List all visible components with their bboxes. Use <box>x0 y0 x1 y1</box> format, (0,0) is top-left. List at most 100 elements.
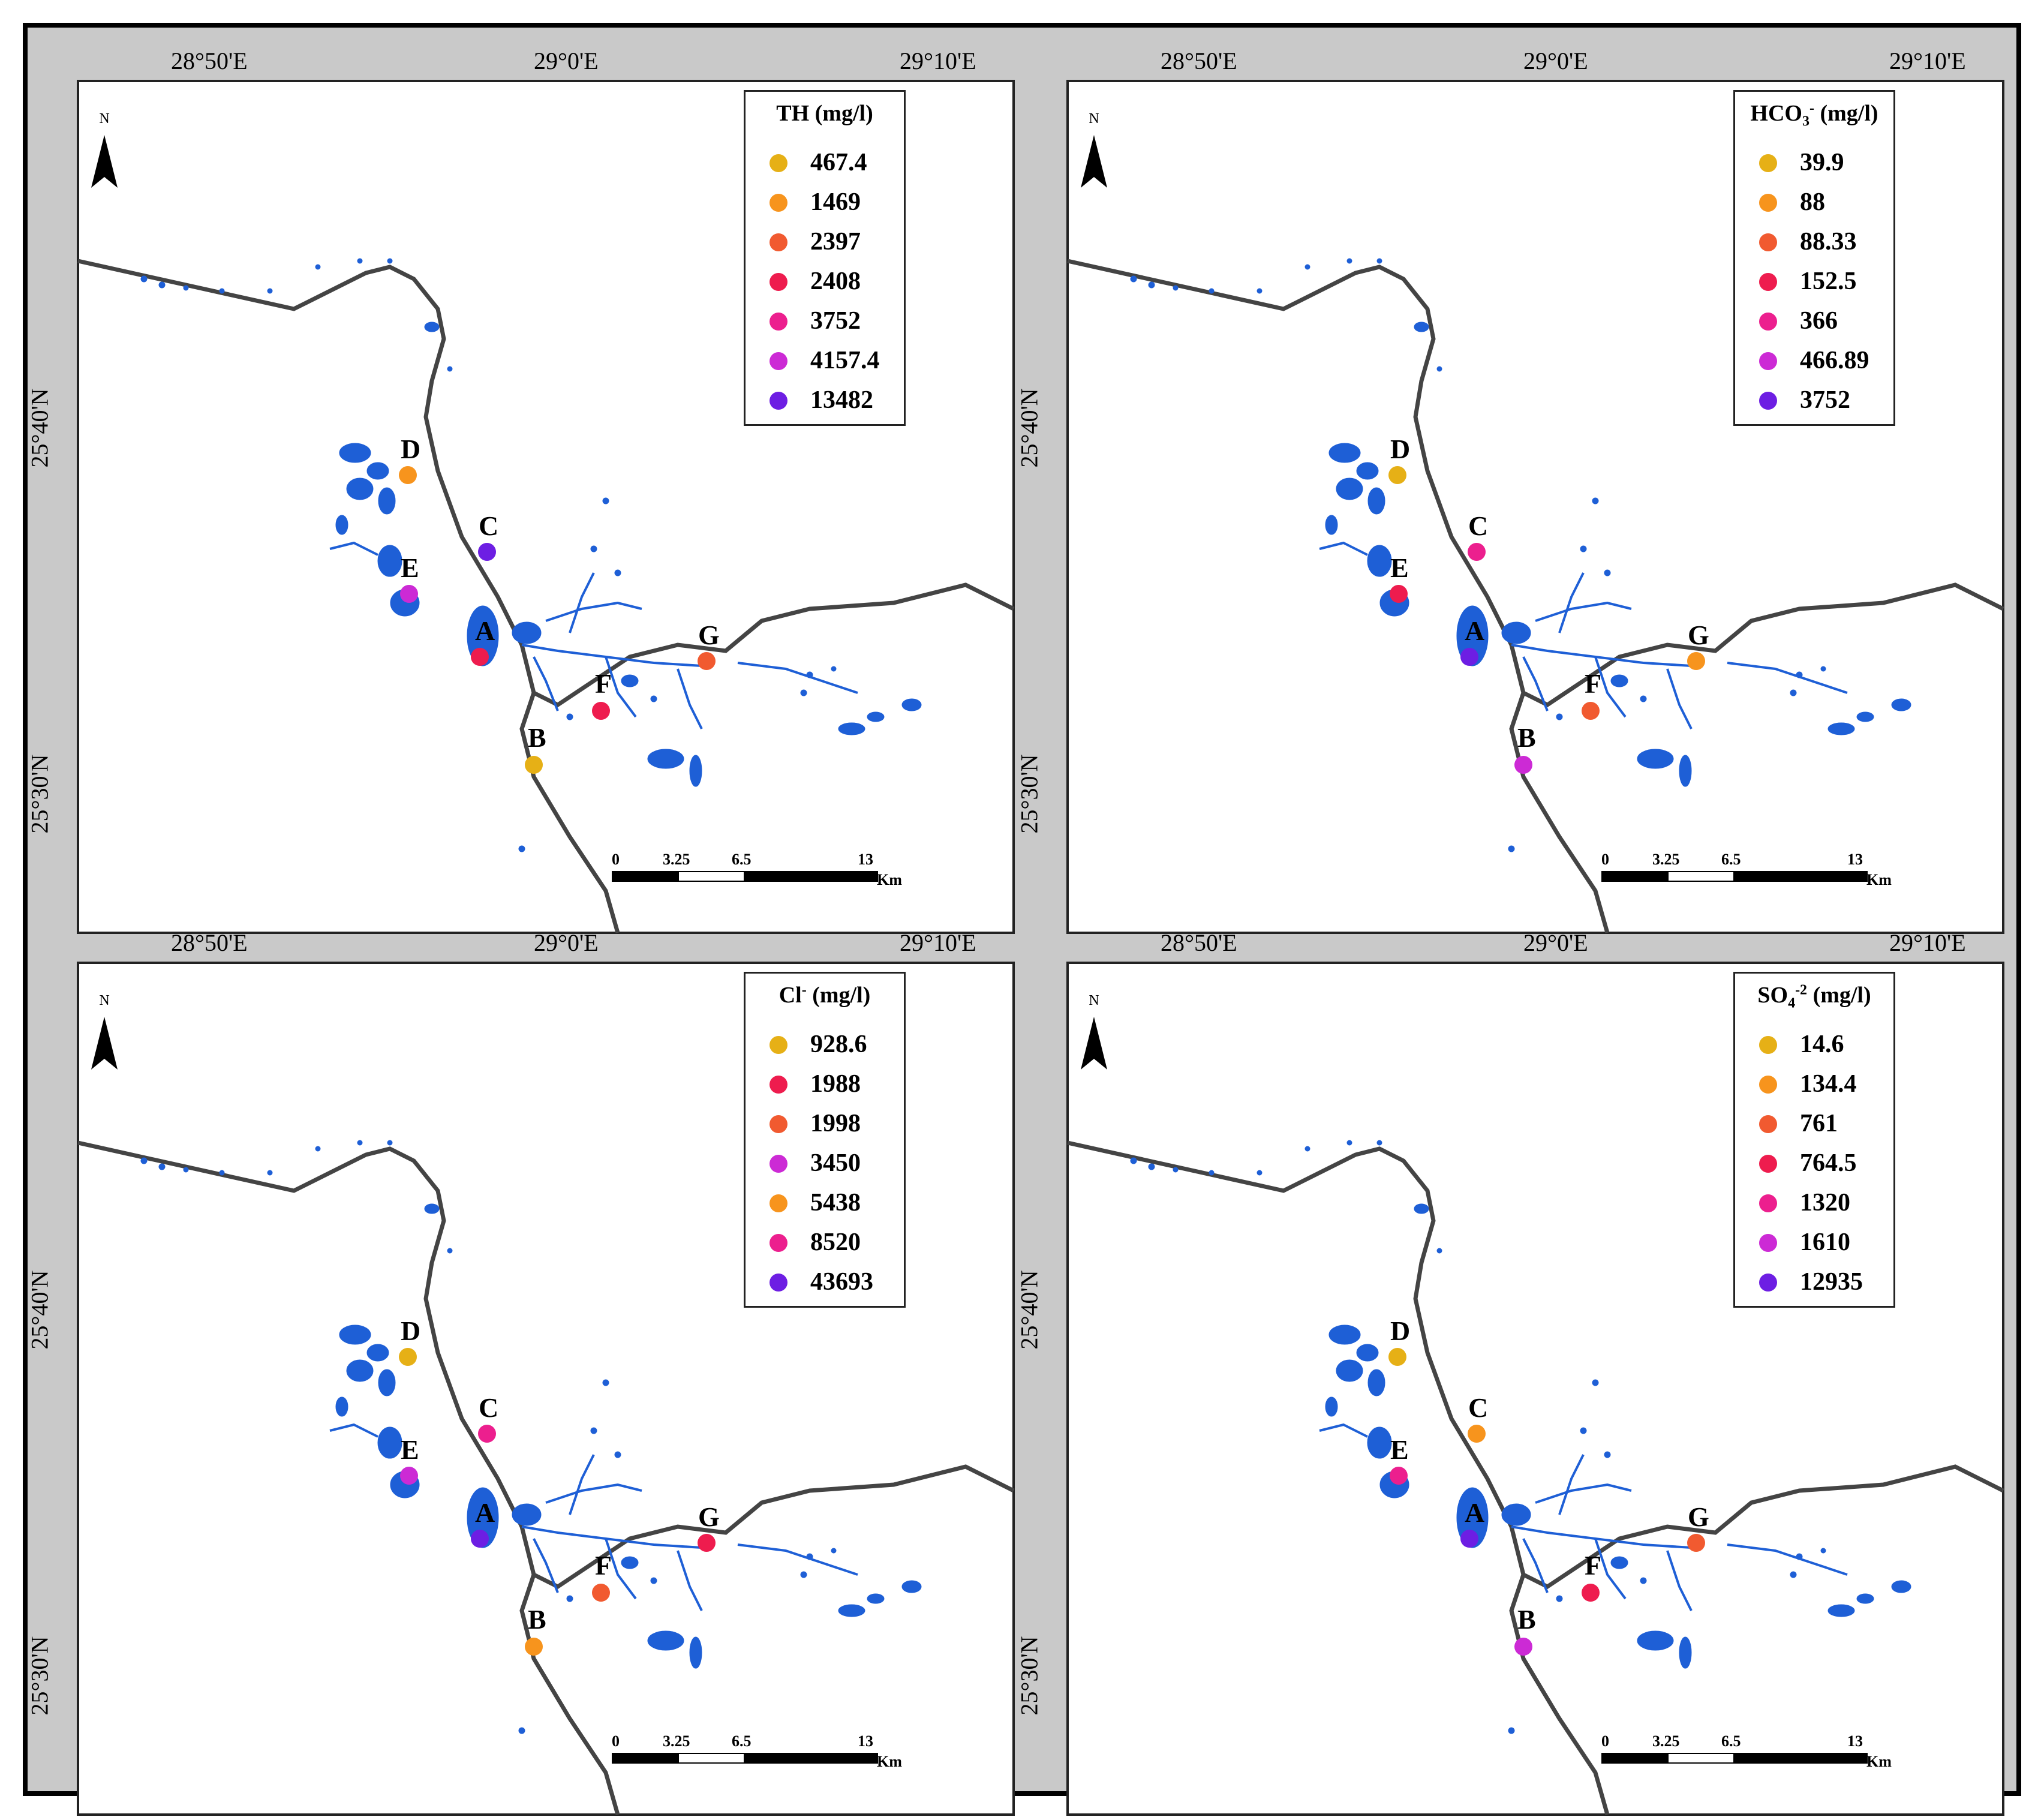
site-marker-G[interactable] <box>698 652 716 670</box>
legend-item: 467.4 <box>769 146 901 179</box>
site-label-A: A <box>475 615 495 646</box>
legend-item: 1988 <box>769 1067 901 1101</box>
legend-item: 4157.4 <box>769 344 901 377</box>
scale-unit: Km <box>1866 871 1892 888</box>
site-marker-A[interactable] <box>471 648 489 666</box>
legend-value: 152.5 <box>1800 268 1857 295</box>
legend-swatch-icon <box>1759 1274 1777 1292</box>
streams <box>329 1423 858 1611</box>
legend-value: 764.5 <box>1800 1149 1857 1177</box>
site-marker-B[interactable] <box>1514 1638 1532 1656</box>
legend-swatch-icon <box>1759 352 1777 370</box>
legend-title: SO4-2 (mg/l) <box>1757 982 1871 1011</box>
scale-tick-2: 6.5 <box>1721 1732 1741 1750</box>
legend-swatch-icon <box>769 194 787 212</box>
site-marker-C[interactable] <box>1468 543 1486 561</box>
site-marker-F[interactable] <box>1582 702 1600 720</box>
site-label-C: C <box>479 1392 499 1423</box>
legend-item: 5438 <box>769 1186 901 1220</box>
site-marker-C[interactable] <box>478 543 496 561</box>
site-label-E: E <box>1390 1434 1409 1465</box>
water-bodies <box>1130 258 1911 852</box>
site-marker-E[interactable] <box>400 1467 418 1485</box>
legend-swatch-icon <box>769 352 787 370</box>
legend-title: TH (mg/l) <box>776 101 873 126</box>
legend-value: 1469 <box>810 188 861 216</box>
legend-value: 1998 <box>810 1110 861 1137</box>
site-label-G: G <box>1688 1501 1709 1532</box>
site-label-B: B <box>528 1604 546 1635</box>
site-marker-D[interactable] <box>399 1348 417 1366</box>
scale-tick-0: 0 <box>1601 1732 1609 1750</box>
legend-value: 43693 <box>810 1268 873 1296</box>
site-marker-B[interactable] <box>1514 756 1532 774</box>
site-marker-G[interactable] <box>1687 1534 1705 1552</box>
legend-item: 8520 <box>769 1226 901 1259</box>
legend-swatch-icon <box>1759 1076 1777 1094</box>
scale-tick-0: 0 <box>612 1732 620 1750</box>
site-marker-F[interactable] <box>1582 1584 1600 1602</box>
site-marker-D[interactable] <box>399 466 417 484</box>
north-label: N <box>99 993 109 1008</box>
legend-value: 466.89 <box>1800 347 1869 374</box>
legend-item: 88.33 <box>1759 225 1891 259</box>
legend-swatch-icon <box>769 1076 787 1094</box>
lat-label-2: 25°30'N <box>1015 754 1043 834</box>
site-marker-A[interactable] <box>1460 1530 1478 1548</box>
site-marker-A[interactable] <box>471 1530 489 1548</box>
site-marker-E[interactable] <box>400 585 418 603</box>
site-marker-F[interactable] <box>592 702 610 720</box>
legend-swatch-icon <box>769 1234 787 1252</box>
legend-swatch-icon <box>769 233 787 251</box>
legend-swatch-icon <box>1759 233 1777 251</box>
legend-value: 928.6 <box>810 1031 867 1058</box>
scale-tick-1: 3.25 <box>663 1732 690 1750</box>
map-panel-4: 28°50'E 29°0'E 29°10'E 25°40'N 25°30'N <box>1008 912 2027 1816</box>
north-arrow-icon <box>1081 1017 1107 1070</box>
site-marker-E[interactable] <box>1390 585 1408 603</box>
site-label-E: E <box>1390 552 1409 583</box>
legend-swatch-icon <box>769 313 787 331</box>
lon-label-1: 28°50'E <box>171 929 248 956</box>
legend-value: 14.6 <box>1800 1031 1844 1058</box>
legend-item: 3450 <box>769 1146 901 1180</box>
site-label-G: G <box>698 1501 720 1532</box>
site-label-C: C <box>1468 1392 1489 1423</box>
site-label-A: A <box>1465 1497 1485 1528</box>
site-label-A: A <box>475 1497 495 1528</box>
north-label: N <box>1089 993 1099 1008</box>
lon-label-3: 29°10'E <box>1889 47 1966 74</box>
site-marker-G[interactable] <box>1687 652 1705 670</box>
site-marker-E[interactable] <box>1390 1467 1408 1485</box>
north-arrow-icon <box>91 1017 118 1070</box>
road-line <box>1067 1140 2004 1590</box>
legend-value: 366 <box>1800 307 1838 335</box>
site-marker-D[interactable] <box>1388 1348 1406 1366</box>
north-label: N <box>99 111 109 127</box>
scale-tick-3: 13 <box>858 1732 873 1750</box>
water-bodies <box>140 1140 922 1734</box>
site-label-B: B <box>1517 722 1536 753</box>
site-marker-F[interactable] <box>592 1584 610 1602</box>
legend-swatch-icon <box>1759 194 1777 212</box>
legend-swatch-icon <box>1759 273 1777 291</box>
legend-swatch-icon <box>769 273 787 291</box>
site-marker-D[interactable] <box>1388 466 1406 484</box>
site-marker-B[interactable] <box>525 1638 543 1656</box>
legend-item: 2397 <box>769 225 901 259</box>
road-line <box>77 259 1015 708</box>
site-marker-C[interactable] <box>478 1425 496 1443</box>
site-label-C: C <box>1468 510 1489 541</box>
legend-value: 3450 <box>810 1149 861 1177</box>
site-marker-B[interactable] <box>525 756 543 774</box>
lon-label-2: 29°0'E <box>534 47 599 74</box>
site-marker-C[interactable] <box>1468 1425 1486 1443</box>
site-label-C: C <box>479 510 499 541</box>
map-panel-3: 28°50'E 29°0'E 29°10'E 25°40'N 25°30'N <box>18 912 1038 1816</box>
site-label-A: A <box>1465 615 1485 646</box>
legend-value: 5438 <box>810 1189 861 1217</box>
site-marker-A[interactable] <box>1460 648 1478 666</box>
site-marker-G[interactable] <box>698 1534 716 1552</box>
water-bodies <box>140 258 922 852</box>
road-branch <box>519 1573 620 1815</box>
